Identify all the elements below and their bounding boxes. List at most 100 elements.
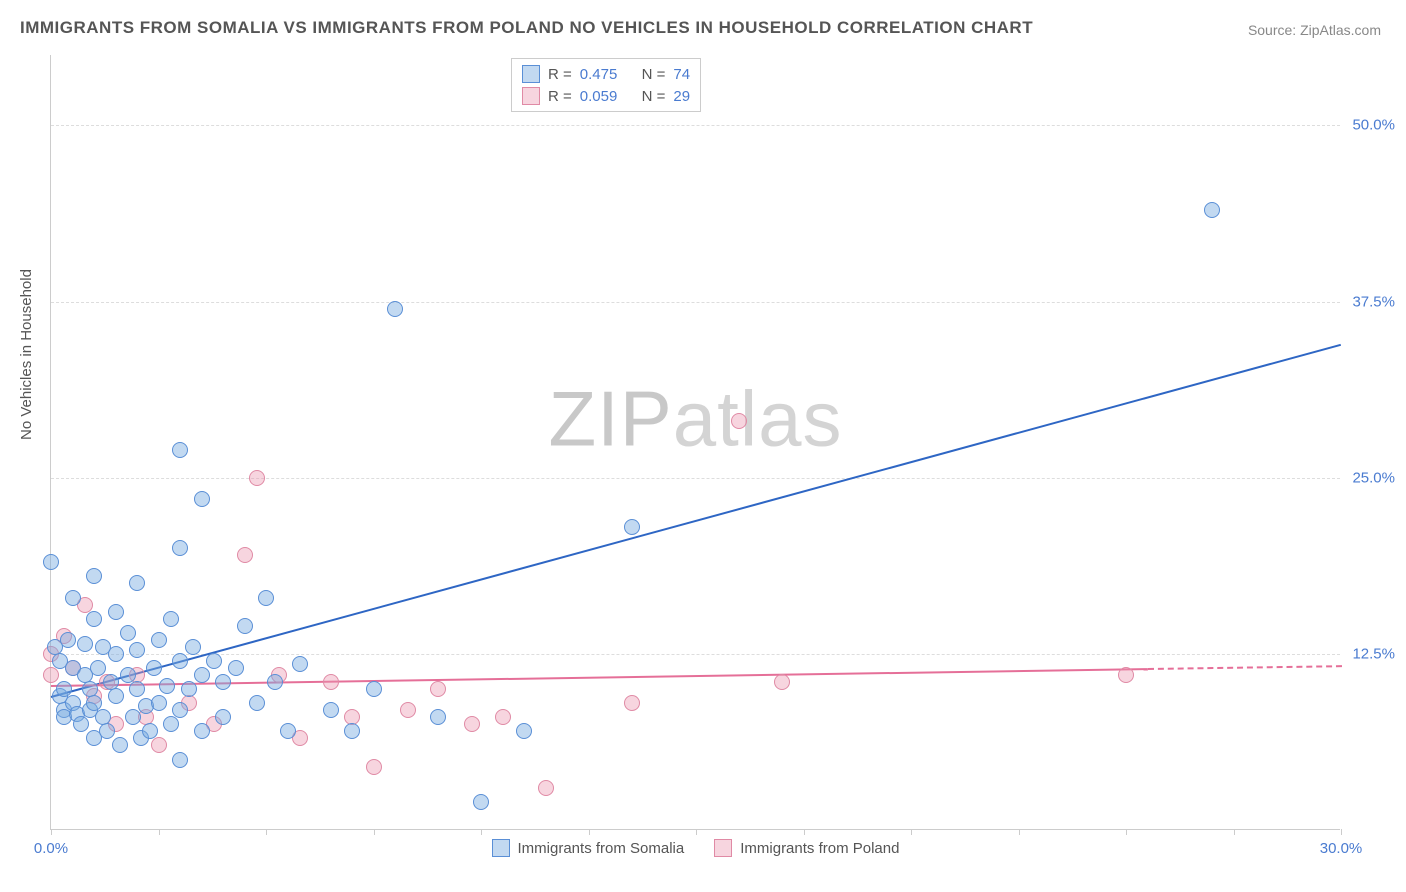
gridline [51,302,1340,303]
legend-n-value: 74 [673,66,690,83]
legend-n-value: 29 [673,88,690,105]
series-legend-item: Immigrants from Somalia [492,839,685,857]
scatter-point-poland [774,674,790,690]
legend-r-label: R = [548,66,572,83]
scatter-point-somalia [344,723,360,739]
scatter-point-somalia [86,611,102,627]
scatter-point-poland [323,674,339,690]
scatter-point-poland [624,695,640,711]
scatter-point-somalia [99,723,115,739]
scatter-point-somalia [90,660,106,676]
scatter-point-somalia [292,656,308,672]
scatter-point-somalia [267,674,283,690]
scatter-point-somalia [280,723,296,739]
x-tick-label: 30.0% [1320,840,1363,857]
scatter-point-poland [400,702,416,718]
series-legend-item: Immigrants from Poland [714,839,899,857]
scatter-point-somalia [1204,202,1220,218]
x-tick-label: 0.0% [34,840,68,857]
scatter-point-somalia [258,590,274,606]
scatter-point-somalia [151,632,167,648]
scatter-point-somalia [129,575,145,591]
scatter-point-somalia [206,653,222,669]
scatter-point-poland [464,716,480,732]
trend-line [51,344,1342,698]
x-tick-mark [1341,829,1342,835]
chart-title: IMMIGRANTS FROM SOMALIA VS IMMIGRANTS FR… [20,18,1033,38]
y-tick-label: 37.5% [1352,293,1395,310]
scatter-point-poland [1118,667,1134,683]
scatter-point-poland [430,681,446,697]
x-tick-mark [266,829,267,835]
x-tick-mark [696,829,697,835]
legend-n-label: N = [642,66,666,83]
scatter-point-somalia [43,554,59,570]
scatter-point-somalia [129,681,145,697]
scatter-point-somalia [108,604,124,620]
legend-swatch [522,65,540,83]
gridline [51,478,1340,479]
scatter-point-somalia [172,702,188,718]
series-legend-label: Immigrants from Poland [740,840,899,857]
plot-area: ZIPatlas R =0.475 N =74R =0.059 N =29 Im… [50,55,1340,830]
scatter-point-poland [43,667,59,683]
scatter-point-somalia [249,695,265,711]
scatter-point-somalia [108,688,124,704]
scatter-point-somalia [108,646,124,662]
legend-r-label: R = [548,88,572,105]
scatter-point-somalia [129,642,145,658]
scatter-point-somalia [151,695,167,711]
x-tick-mark [1234,829,1235,835]
legend-swatch [714,839,732,857]
scatter-point-somalia [215,674,231,690]
trend-line-extrapolation [1147,665,1341,670]
scatter-point-somalia [142,723,158,739]
scatter-point-somalia [77,636,93,652]
scatter-point-somalia [163,716,179,732]
watermark-light: atlas [673,374,843,462]
scatter-point-poland [495,709,511,725]
x-tick-mark [911,829,912,835]
scatter-point-somalia [237,618,253,634]
source-credit: Source: ZipAtlas.com [1248,22,1381,38]
scatter-point-somalia [323,702,339,718]
scatter-point-somalia [181,681,197,697]
stats-legend: R =0.475 N =74R =0.059 N =29 [511,58,701,112]
scatter-point-poland [538,780,554,796]
scatter-point-somalia [65,590,81,606]
x-tick-mark [589,829,590,835]
scatter-point-somalia [194,491,210,507]
scatter-point-somalia [120,625,136,641]
x-tick-mark [51,829,52,835]
scatter-point-somalia [172,540,188,556]
legend-swatch [492,839,510,857]
scatter-point-somalia [172,442,188,458]
scatter-point-somalia [228,660,244,676]
scatter-point-somalia [430,709,446,725]
scatter-point-somalia [112,737,128,753]
series-legend-label: Immigrants from Somalia [518,840,685,857]
scatter-point-somalia [125,709,141,725]
gridline [51,125,1340,126]
legend-swatch [522,87,540,105]
series-legend: Immigrants from Somalia Immigrants from P… [51,839,1340,857]
y-tick-label: 12.5% [1352,645,1395,662]
y-tick-label: 25.0% [1352,469,1395,486]
scatter-point-somalia [215,709,231,725]
scatter-point-somalia [516,723,532,739]
scatter-point-somalia [387,301,403,317]
y-axis-label: No Vehicles in Household [18,269,35,440]
legend-row: R =0.059 N =29 [522,85,690,107]
scatter-point-somalia [194,667,210,683]
watermark: ZIPatlas [548,373,842,464]
scatter-point-somalia [624,519,640,535]
watermark-bold: ZIP [548,374,672,462]
y-tick-label: 50.0% [1352,117,1395,134]
legend-row: R =0.475 N =74 [522,63,690,85]
x-tick-mark [1126,829,1127,835]
scatter-point-somalia [172,752,188,768]
scatter-point-somalia [194,723,210,739]
legend-r-value: 0.059 [580,88,618,105]
scatter-point-poland [731,413,747,429]
x-tick-mark [804,829,805,835]
